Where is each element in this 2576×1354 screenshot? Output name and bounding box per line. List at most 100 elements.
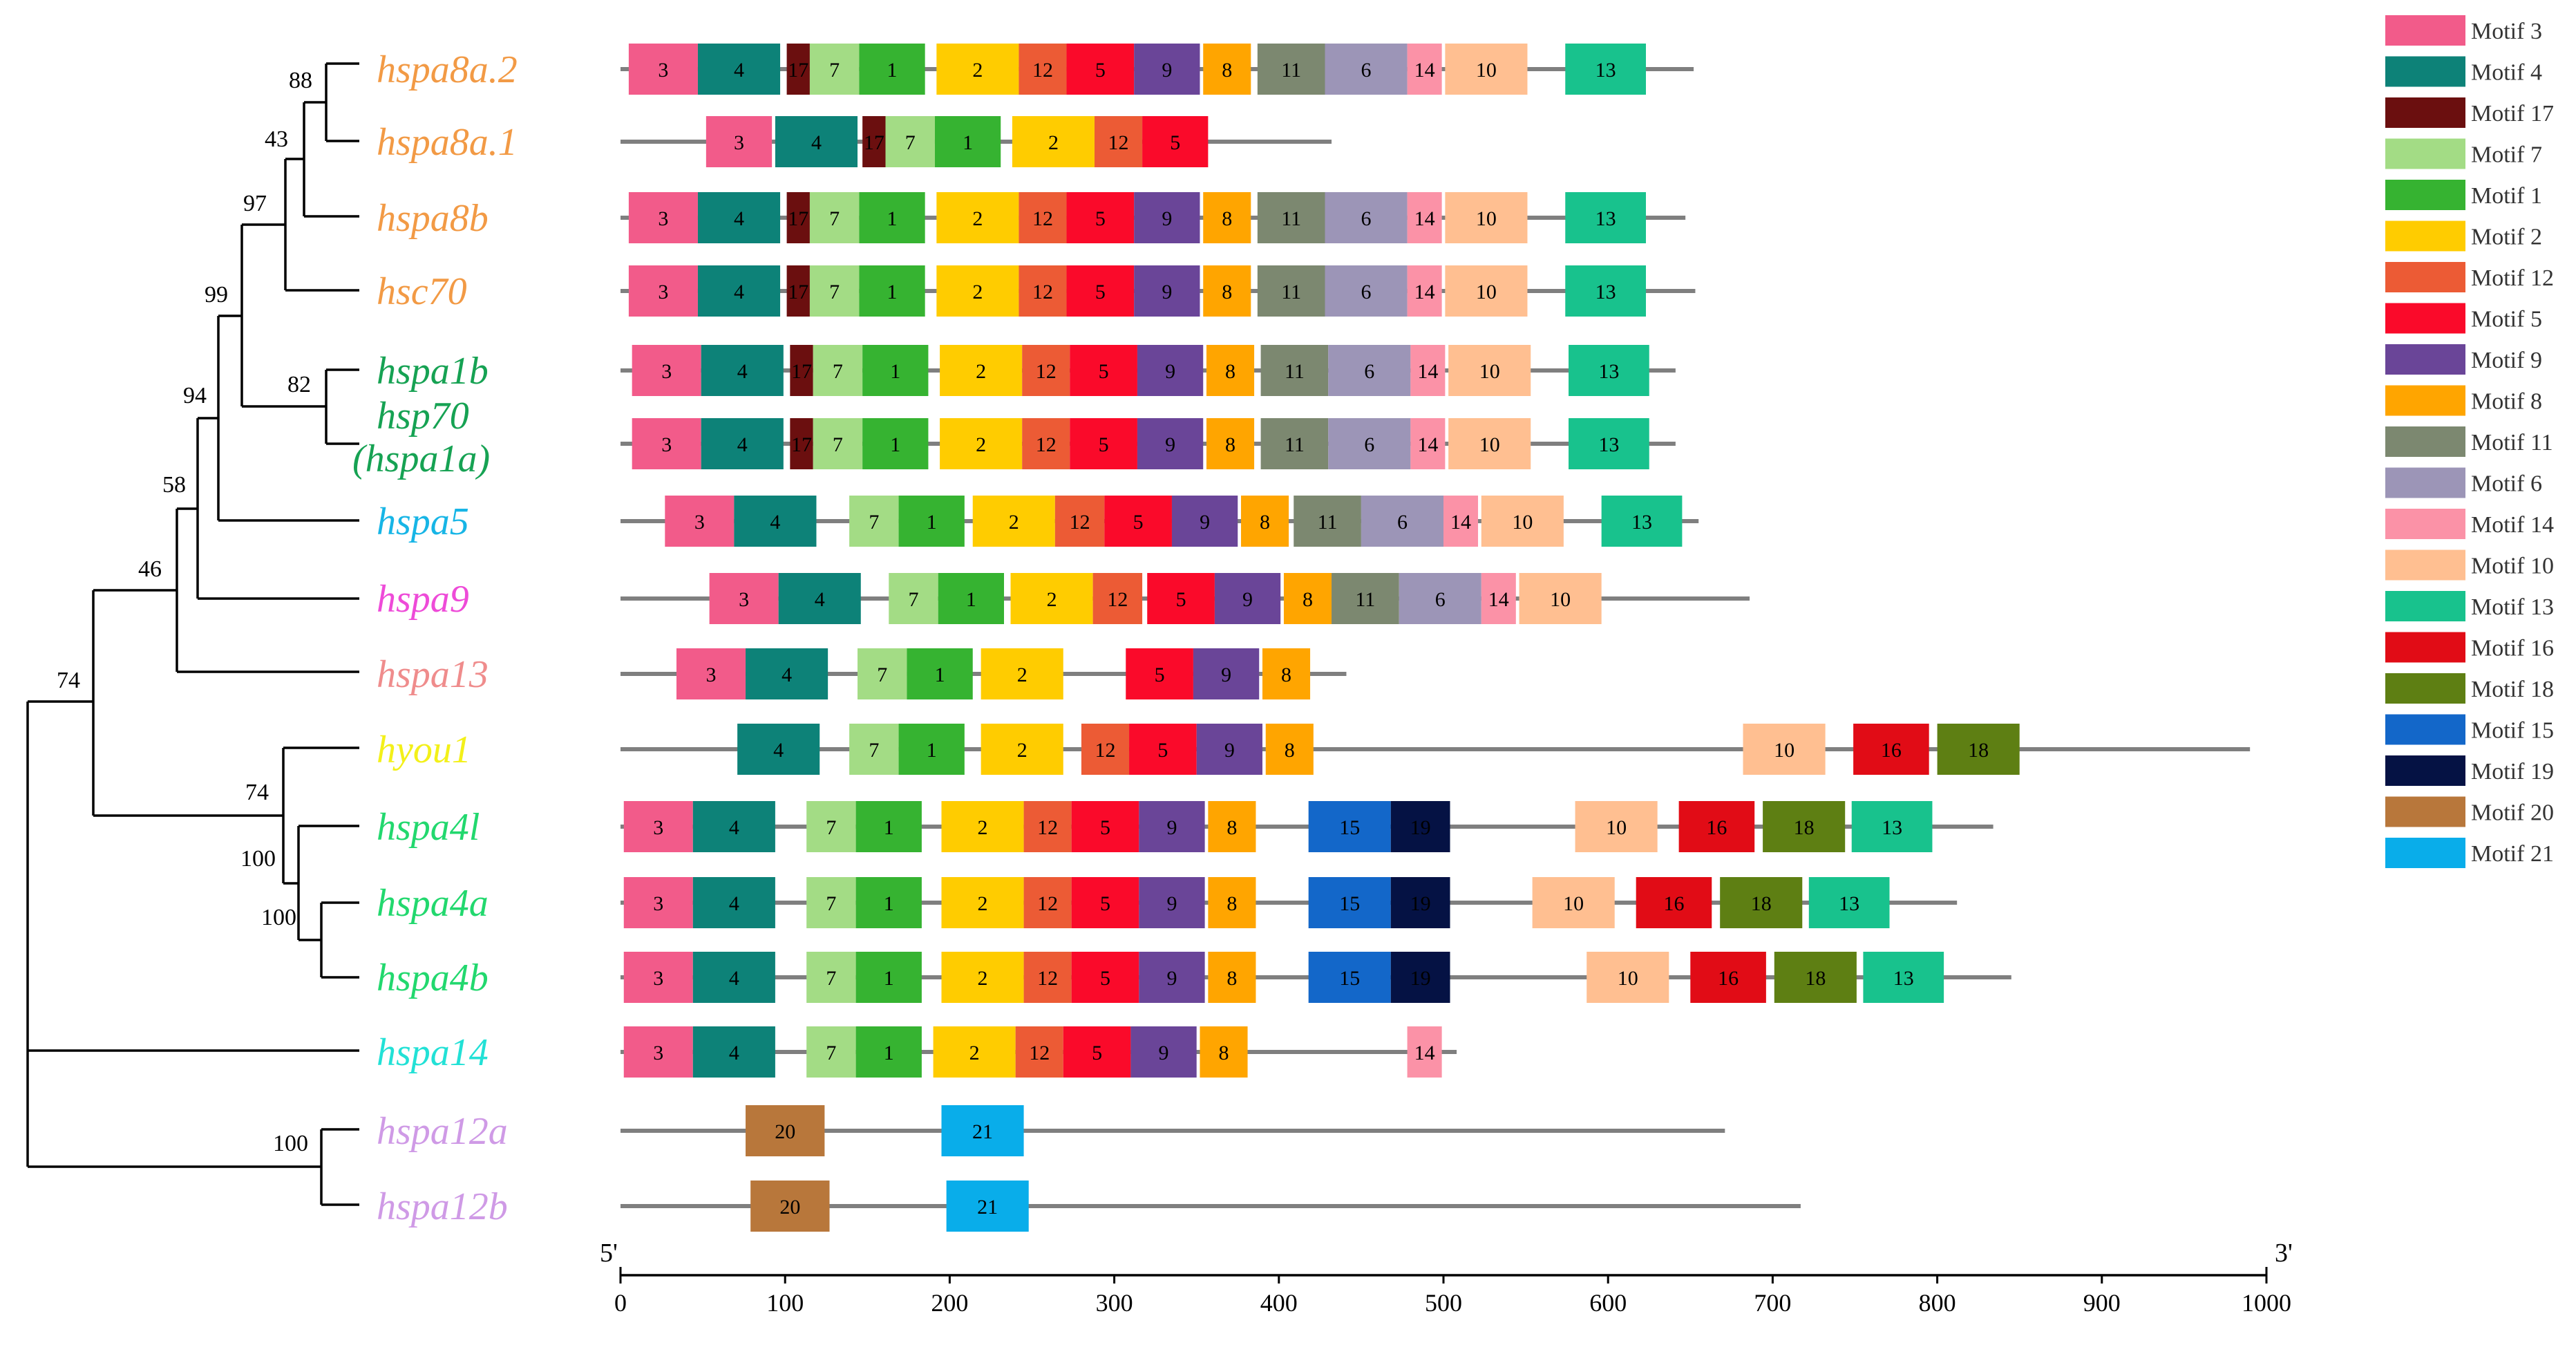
- motif-number: 9: [1159, 1042, 1169, 1064]
- length-axis: 0 100 200 300 400 500 600 700 800 900 1000 5' 3': [600, 1239, 2293, 1317]
- motif-box: [1863, 952, 1944, 1003]
- motif-box: [665, 496, 735, 547]
- motif-box: [1569, 345, 1649, 396]
- motif-box: [1407, 265, 1442, 317]
- motif-number: 12: [1037, 816, 1058, 839]
- motif-number: 8: [1222, 281, 1232, 303]
- motif-box: [676, 648, 746, 699]
- motif-number: 4: [734, 207, 744, 230]
- motif-number: 21: [972, 1120, 993, 1143]
- motif-number: 9: [1166, 816, 1177, 839]
- motif-box: [941, 877, 1024, 928]
- motif-box: [1390, 877, 1450, 928]
- motif-box: [1071, 801, 1139, 852]
- motif-box: [1808, 877, 1890, 928]
- motif-number: 3: [658, 281, 668, 303]
- gene-label: hspa14: [377, 1031, 489, 1074]
- motif-number: 14: [1414, 207, 1435, 230]
- motif-box: [1063, 1026, 1131, 1078]
- motif-number: 12: [1036, 433, 1057, 456]
- motif-box: [1262, 648, 1311, 699]
- motif-box: [859, 265, 925, 317]
- motif-box: [1325, 44, 1408, 95]
- motif-number: 5: [1095, 59, 1106, 82]
- motif-number: 12: [1032, 59, 1053, 82]
- motif-box: [1019, 44, 1067, 95]
- motif-number: 8: [1219, 1042, 1229, 1064]
- axis-tick-label: 600: [1589, 1289, 1627, 1317]
- motif-box: [701, 418, 784, 469]
- motif-number: 5: [1092, 1042, 1102, 1064]
- motif-box: [1137, 345, 1204, 396]
- motif-box: [1445, 44, 1528, 95]
- motif-number: 11: [1281, 281, 1301, 303]
- motif-number: 17: [788, 59, 808, 82]
- motif-box: [855, 1026, 922, 1078]
- motif-number: 5: [1100, 892, 1110, 915]
- motif-box: [1130, 1026, 1197, 1078]
- legend-swatch: [2385, 549, 2465, 581]
- motif-number: 3: [661, 433, 672, 456]
- motif-number: 9: [1224, 739, 1235, 762]
- axis-tick-label: 700: [1754, 1289, 1791, 1317]
- motif-box: [862, 116, 886, 167]
- motif-box: [1203, 265, 1251, 317]
- motif-box: [1260, 345, 1329, 396]
- bootstrap-value: 58: [162, 472, 186, 498]
- motif-box: [692, 952, 775, 1003]
- legend-label: Motif 17: [2471, 101, 2554, 126]
- motif-box: [778, 573, 861, 624]
- motif-number: 6: [1364, 433, 1374, 456]
- motif-box: [1095, 116, 1143, 167]
- motif-number: 11: [1285, 433, 1305, 456]
- motif-box: [855, 801, 922, 852]
- motif-box: [1126, 648, 1193, 699]
- motif-number: 7: [908, 588, 918, 611]
- motif-number: 3: [661, 360, 672, 383]
- motif-box: [1023, 801, 1072, 852]
- motif-number: 13: [1631, 511, 1652, 534]
- motif-box: [1139, 801, 1205, 852]
- motif-box: [938, 573, 1005, 624]
- motif-number: 2: [972, 207, 983, 230]
- motif-number: 7: [826, 1042, 836, 1064]
- motif-box: [1361, 496, 1443, 547]
- gene-label: hspa9: [377, 578, 469, 621]
- motif-box: [1022, 418, 1070, 469]
- motif-box: [898, 496, 965, 547]
- bootstrap-value: 100: [261, 905, 296, 930]
- motif-box: [1200, 1026, 1248, 1078]
- motif-number: 10: [1479, 433, 1500, 456]
- motif-box: [1853, 724, 1929, 775]
- bootstrap-value: 74: [245, 780, 269, 805]
- motif-box: [806, 952, 856, 1003]
- motif-box: [1054, 496, 1105, 547]
- motif-number: 2: [978, 892, 988, 915]
- motif-number: 13: [1839, 892, 1859, 915]
- motif-number: 12: [1037, 967, 1058, 990]
- legend-label: Motif 9: [2471, 348, 2542, 373]
- motif-number: 2: [969, 1042, 980, 1064]
- motif-box: [898, 724, 965, 775]
- motif-number: 10: [1606, 816, 1627, 839]
- motif-box: [1206, 345, 1255, 396]
- motif-box: [1410, 345, 1446, 396]
- motif-box: [623, 801, 693, 852]
- legend-swatch: [2385, 97, 2465, 128]
- motif-number: 2: [976, 360, 986, 383]
- motif-number: 8: [1227, 892, 1237, 915]
- motif-box: [632, 345, 701, 396]
- motif-number: 3: [739, 588, 749, 611]
- motif-number: 6: [1361, 207, 1372, 230]
- motif-number: 5: [1095, 207, 1106, 230]
- motif-number: 2: [978, 967, 988, 990]
- motif-number: 9: [1162, 281, 1172, 303]
- motif-number: 16: [1881, 739, 1902, 762]
- motif-box: [1134, 44, 1200, 95]
- motif-box: [775, 116, 858, 167]
- motif-number: 5: [1170, 131, 1180, 154]
- motif-box: [940, 418, 1023, 469]
- motif-box: [1012, 116, 1095, 167]
- motif-number: 1: [887, 281, 898, 303]
- motif-number: 7: [877, 664, 887, 686]
